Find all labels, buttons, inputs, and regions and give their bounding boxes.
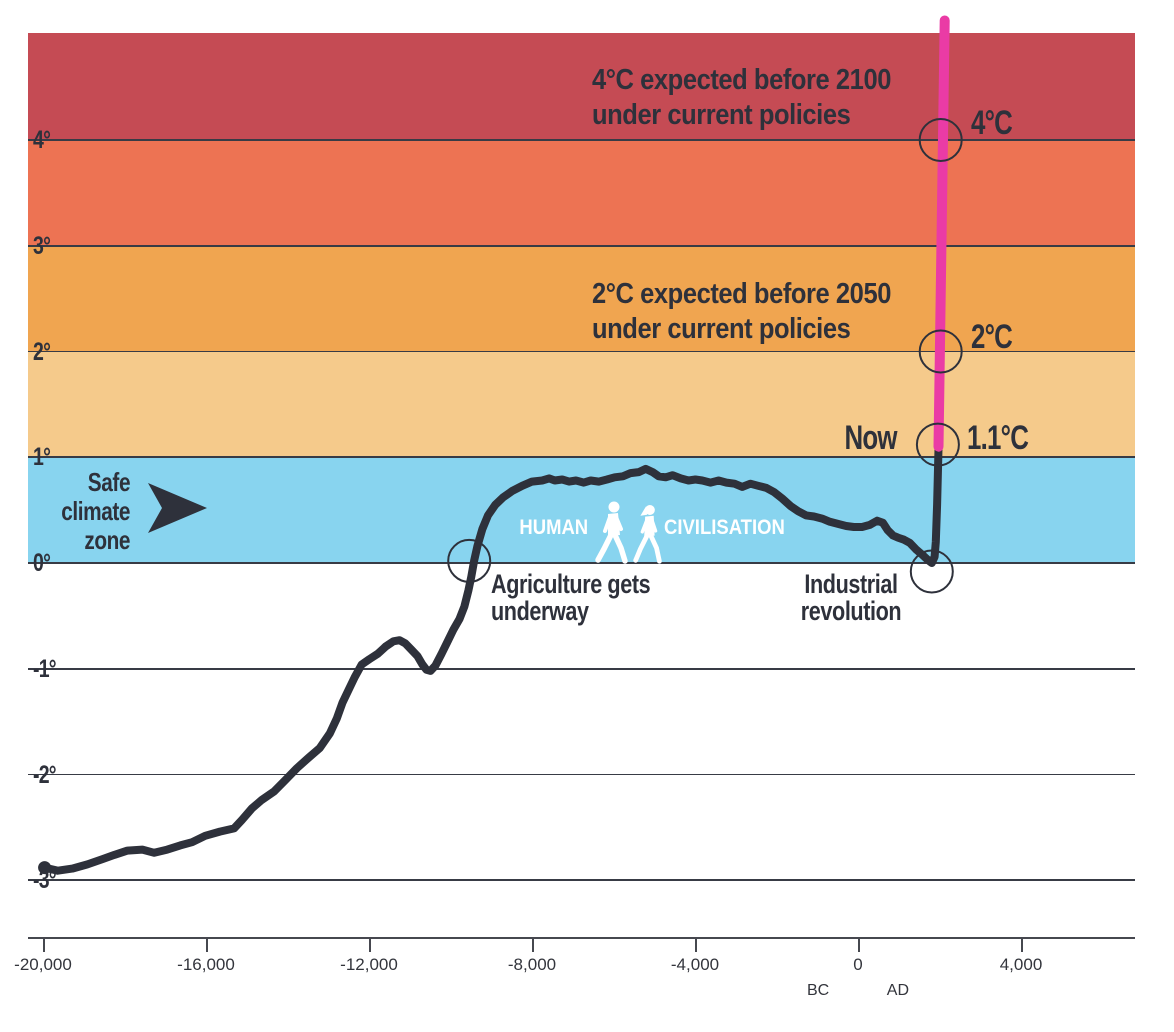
agriculture-line2: underway — [491, 596, 589, 626]
annotation-4c-expected: 4°C expected before 2100 under current p… — [592, 63, 891, 133]
label-2c: 2°C — [971, 318, 1013, 356]
y-axis-label-1°: 1° — [33, 443, 51, 472]
era-label-AD: AD — [886, 982, 910, 999]
industrial-line2: revolution — [800, 596, 902, 626]
y-axis-label-0°: 0° — [33, 549, 51, 577]
gridline--1° — [28, 667, 1135, 670]
y-axis-label--1°: -1° — [33, 654, 57, 683]
series-start-dot — [38, 861, 52, 875]
projection-line — [933, 15, 950, 452]
safe-zone-arrow-icon — [148, 483, 207, 533]
annotation-2c-expected: 2°C expected before 2050 under current p… — [592, 277, 891, 347]
x-axis-label--4,000: -4,000 — [670, 955, 720, 974]
label-current-temp: 1.1°C — [967, 419, 1029, 457]
annotation-agriculture: Agriculture gets underway — [491, 569, 651, 626]
industrial-line1: Industrial — [804, 569, 898, 599]
temperature-history-line — [40, 444, 943, 875]
y-axis-label--3°: -3° — [33, 866, 57, 895]
safe-zone-line1: Safe — [87, 467, 131, 497]
gridline-1° — [28, 456, 1135, 459]
gridline-2° — [28, 350, 1135, 353]
x-tick-0 — [858, 938, 860, 952]
label-human: HUMAN — [519, 516, 588, 539]
x-tick--4,000 — [695, 938, 697, 952]
agriculture-line1: Agriculture gets — [491, 569, 651, 599]
gridline--3° — [28, 879, 1135, 882]
annotation-4c-line2: under current policies — [592, 99, 851, 131]
y-axis-label-4°: 4° — [33, 126, 51, 154]
marker-circle-two-degrees — [918, 329, 963, 374]
safe-zone-line2: climate — [61, 496, 130, 526]
annotation-industrial: Industrial revolution — [800, 569, 902, 626]
gridline-0° — [28, 562, 1135, 564]
x-axis-label-0: 0 — [853, 955, 863, 974]
marker-circle-agriculture — [447, 538, 492, 583]
x-axis-label--20,000: -20,000 — [14, 955, 72, 974]
y-axis-label--2°: -2° — [33, 760, 57, 789]
marker-circles — [447, 118, 963, 594]
x-axis-label--16,000: -16,000 — [177, 955, 235, 974]
y-axis-label-2°: 2° — [33, 337, 51, 366]
annotation-2c-line1: 2°C expected before 2050 — [592, 278, 891, 310]
x-axis-line — [28, 937, 1135, 939]
marker-circle-now — [915, 422, 960, 467]
y-axis-label-3°: 3° — [33, 231, 51, 260]
band-safe-climate-zone — [28, 457, 1135, 563]
walking-person-icon — [633, 505, 662, 564]
marker-circle-four-degrees — [918, 118, 963, 162]
x-axis-label--12,000: -12,000 — [340, 955, 398, 974]
annotation-4c-line1: 4°C expected before 2100 — [592, 64, 891, 96]
safe-climate-zone-label: Safe climate zone — [61, 468, 130, 555]
marker-circle-industrial-revolution — [909, 549, 954, 594]
x-tick--20,000 — [43, 938, 45, 952]
label-now: Now — [844, 419, 898, 457]
x-tick-4,000 — [1021, 938, 1023, 952]
x-tick--12,000 — [369, 938, 371, 952]
label-4c: 4°C — [971, 104, 1013, 142]
gridline--2° — [28, 773, 1135, 776]
walking-person-icon — [595, 501, 628, 564]
gridline-3° — [28, 244, 1135, 247]
annotation-2c-line2: under current policies — [592, 313, 851, 345]
label-civilisation: CIVILISATION — [664, 516, 785, 539]
x-tick--16,000 — [206, 938, 208, 952]
safe-zone-line3: zone — [84, 525, 130, 555]
x-axis-label-4,000: 4,000 — [999, 955, 1043, 974]
era-label-BC: BC — [806, 982, 830, 999]
gridline-4° — [28, 139, 1135, 141]
x-tick--8,000 — [532, 938, 534, 952]
x-axis-label--8,000: -8,000 — [507, 955, 557, 974]
